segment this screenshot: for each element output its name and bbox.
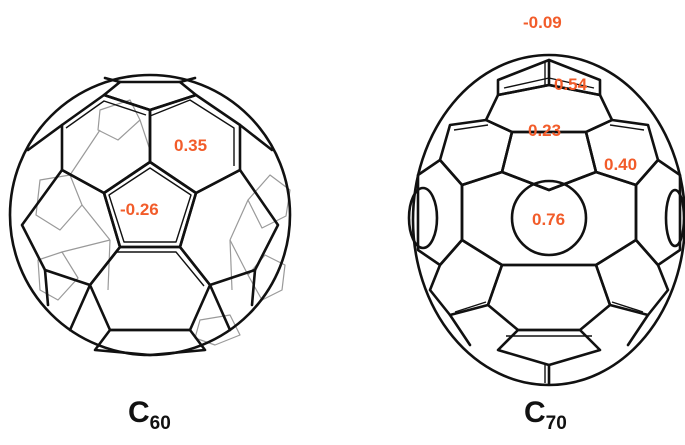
c60-formula: C60 [128,396,171,434]
c70-molecule: -0.09 0.54 0.23 0.40 0.76 [407,13,685,387]
c70-label-4: 0.76 [532,210,565,229]
c60-molecule: 0.35 -0.26 [8,73,292,357]
c70-formula: C70 [524,396,567,434]
c70-label-2: 0.23 [528,121,561,140]
c60-label-0: 0.35 [174,136,207,155]
c70-right-ring [664,188,685,248]
c60-back-edges [35,99,291,346]
c70-label-0: -0.09 [523,13,562,32]
c60-front-edges [20,76,280,357]
c70-center-ring [510,179,588,257]
c70-left-ring [407,186,439,250]
c60-label-1: -0.26 [120,200,159,219]
c70-label-3: 0.40 [604,155,637,174]
c70-front-edges [416,58,682,386]
c70-label-1: 0.54 [554,75,588,94]
